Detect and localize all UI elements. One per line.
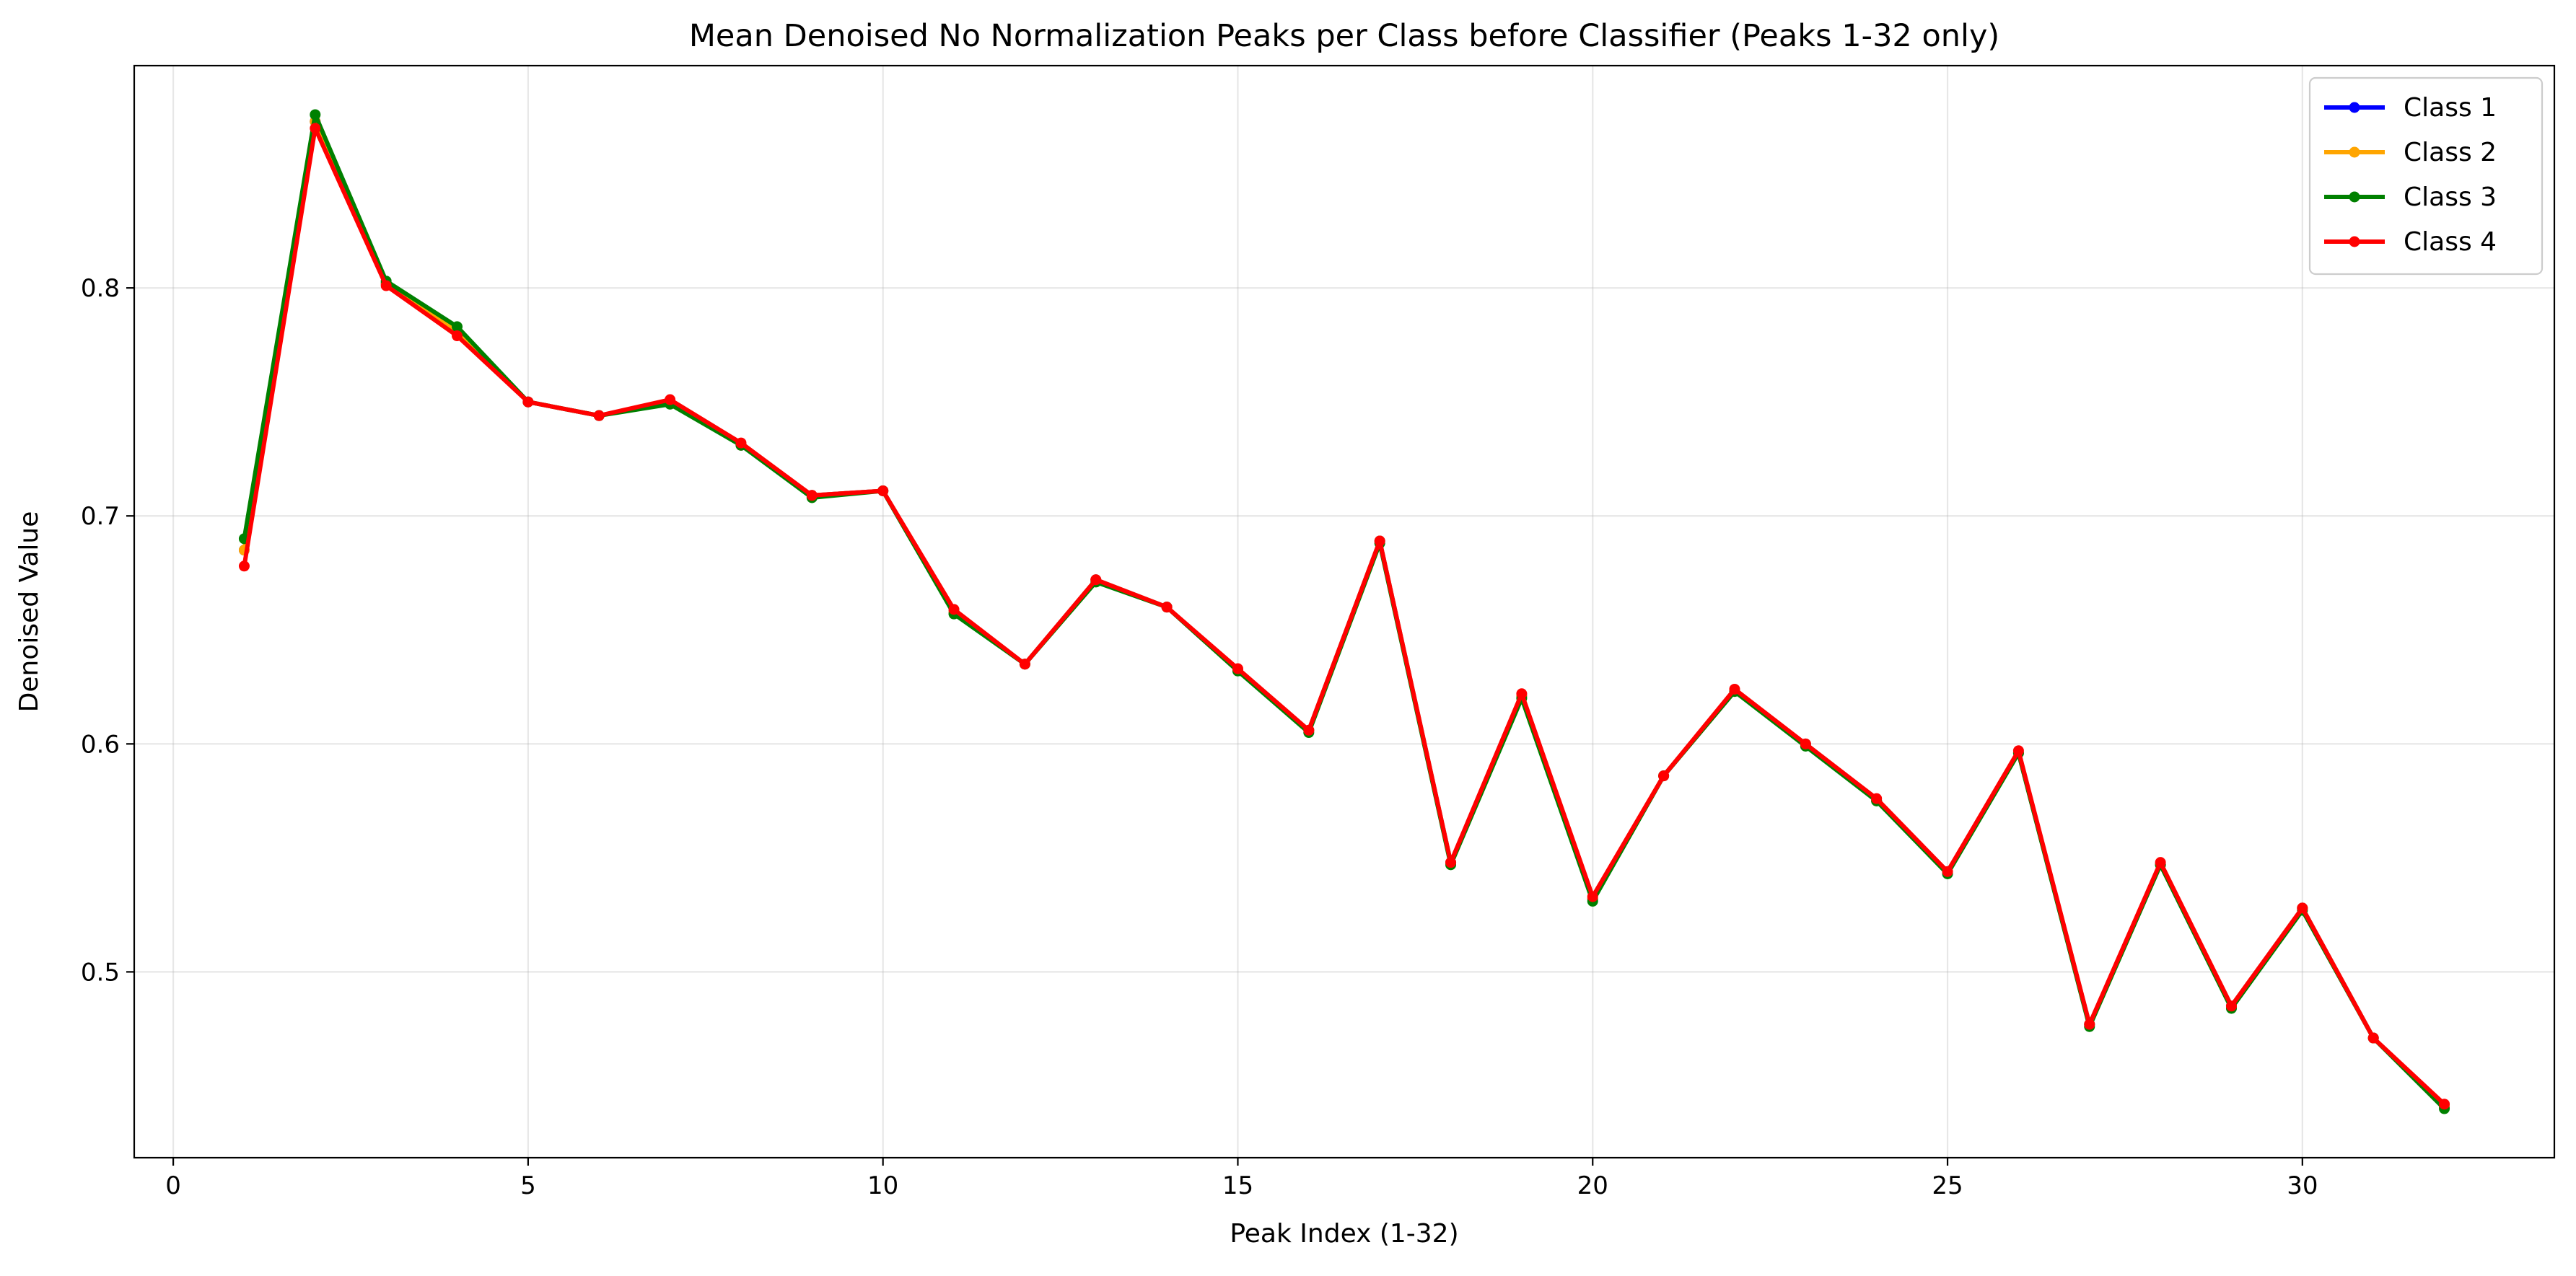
data-point: [1161, 602, 1173, 613]
data-point: [238, 560, 250, 572]
data-point: [1800, 738, 1811, 749]
plot-frame: [133, 64, 2556, 1159]
legend-item: Class 3: [2324, 182, 2497, 212]
x-tick-label: 5: [520, 1171, 536, 1200]
data-point: [452, 330, 463, 342]
y-tick-label: 0.8: [81, 274, 120, 303]
legend-item: Class 4: [2324, 227, 2497, 257]
chart-title: Mean Denoised No Normalization Peaks per…: [689, 18, 1999, 54]
data-point: [522, 396, 534, 408]
x-tick-label: 15: [1222, 1171, 1253, 1200]
series-group: [238, 109, 2450, 1114]
data-point: [665, 394, 676, 405]
data-point: [1587, 891, 1598, 902]
x-tick-label: 10: [867, 1171, 898, 1200]
series-4: [238, 123, 2450, 1110]
data-point: [310, 123, 321, 134]
data-point: [2225, 1000, 2237, 1012]
data-point: [593, 410, 605, 421]
data-point: [1019, 659, 1030, 670]
data-point: [1303, 724, 1315, 736]
legend-item: Class 2: [2324, 138, 2497, 167]
legend-box: [2308, 76, 2544, 276]
legend-label: Class 3: [2404, 182, 2497, 212]
data-point: [380, 280, 392, 291]
y-tick-label: 0.6: [81, 730, 120, 759]
x-tick-label: 20: [1577, 1171, 1608, 1200]
data-point: [2367, 1032, 2379, 1044]
data-point: [452, 321, 463, 333]
data-point: [1658, 770, 1670, 782]
x-axis-label: Peak Index (1-32): [1230, 1219, 1458, 1249]
data-point: [1871, 793, 1883, 804]
series-line: [242, 126, 2447, 1106]
x-tick-label: 30: [2287, 1171, 2318, 1200]
y-tick-label: 0.7: [81, 502, 120, 531]
data-point: [2084, 1018, 2095, 1030]
legend-label: Class 4: [2404, 227, 2497, 257]
legend-label: Class 2: [2404, 138, 2497, 167]
axis-ticks: 0 5 10 15 20 25 30 0.5 0.6 0.7 0.8: [81, 274, 2318, 1200]
data-point: [310, 109, 321, 120]
data-point: [2155, 857, 2166, 868]
data-point: [2297, 902, 2308, 914]
data-point: [2012, 745, 2024, 757]
data-point: [1729, 683, 1740, 695]
data-point: [1374, 535, 1385, 547]
legend: Class 1 Class 2 Class 3 Class 4: [2308, 76, 2544, 276]
data-point: [1445, 857, 1457, 868]
grid: [134, 66, 2554, 1158]
legend-swatch-marker: [2349, 191, 2360, 203]
data-point: [1232, 663, 1243, 674]
y-axis-label: Denoised Value: [14, 511, 44, 713]
data-point: [1090, 574, 1102, 586]
legend-label: Class 1: [2404, 93, 2497, 123]
data-point: [2439, 1099, 2450, 1110]
data-point: [1516, 688, 1528, 700]
data-point: [877, 485, 889, 496]
legend-swatch-marker: [2349, 146, 2360, 158]
data-point: [806, 490, 818, 501]
data-point: [948, 604, 960, 615]
data-point: [1942, 866, 1953, 877]
legend-swatch-marker: [2349, 236, 2360, 247]
legend-item: Class 1: [2324, 93, 2497, 123]
legend-swatch-marker: [2349, 102, 2360, 113]
y-tick-label: 0.5: [81, 958, 120, 987]
x-tick-label: 25: [1932, 1171, 1963, 1200]
x-tick-label: 0: [165, 1171, 181, 1200]
data-point: [735, 437, 747, 449]
